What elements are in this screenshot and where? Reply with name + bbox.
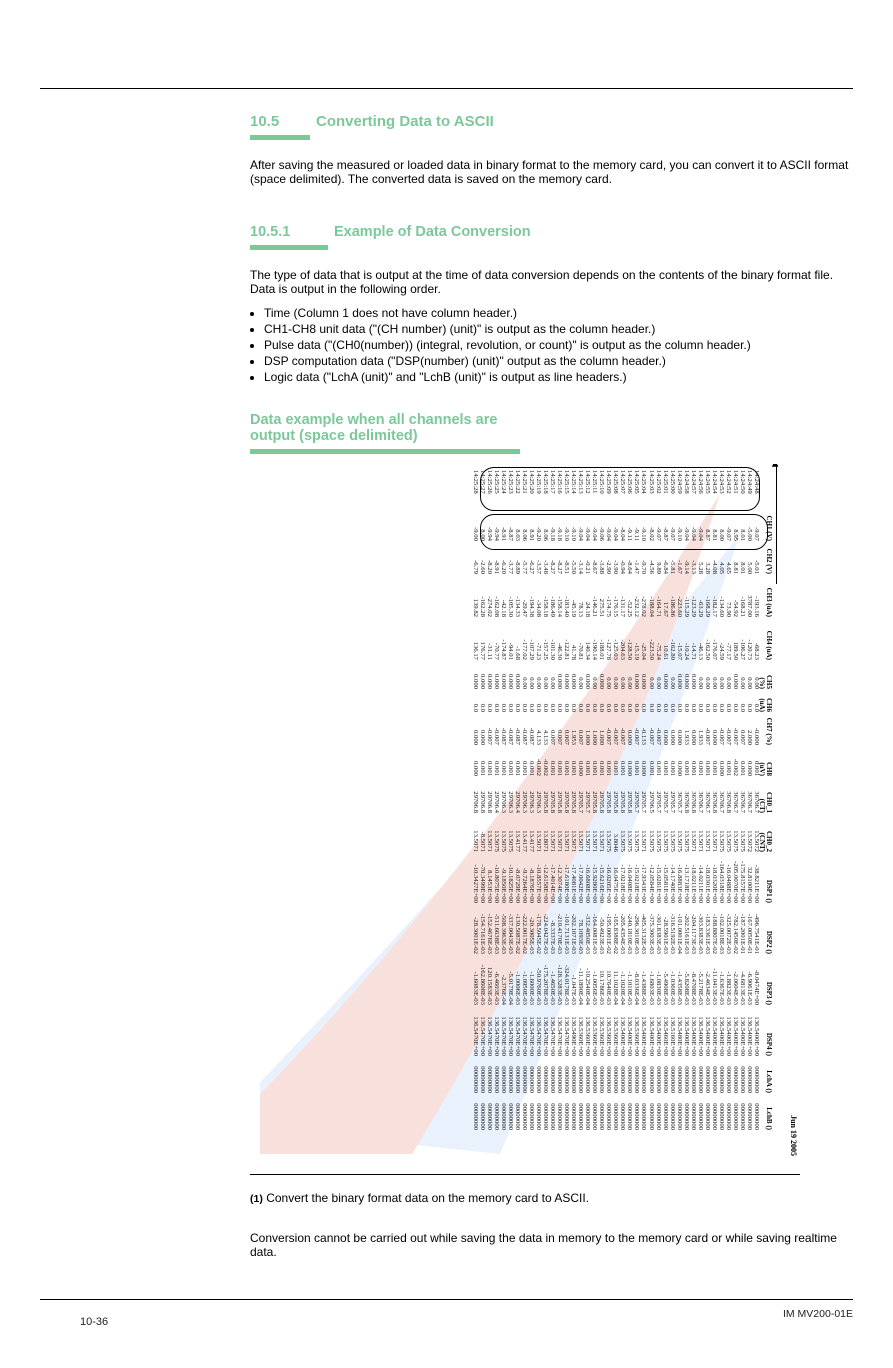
arrow-icon: ◄ (768, 464, 780, 469)
section-heading: 10.5 Converting Data to ASCII (250, 113, 853, 148)
subsection-title: Example of Data Conversion (334, 224, 531, 240)
table-row: 14:25:03-8.02-4.56-188.04-223.500.000.0-… (648, 470, 655, 1158)
data-viewport: Jun 19 2005 ◄ CH1 (V)CH2 (V)CH3 (uA)CH4 … (250, 464, 800, 1164)
table-row: 14:24:49-5.005.003787.00-120.730.000.02.… (746, 470, 753, 1158)
table-row: 14:24:56-9.045.28-63.29-46.130.000.01.93… (697, 470, 704, 1158)
list-item: CH1-CH8 unit data ("(CH number) (unit)" … (264, 322, 853, 336)
table-row: 14:25:28-9.00-6.79139.82136.170.0000.00.… (472, 470, 479, 1158)
ch-header-highlight-bubble (480, 514, 768, 550)
table-row: 14:25:14-9.10-5.50-45.1941.780.0000.01.9… (570, 470, 577, 1158)
table-row: 14:25:218.06-5.77-29.47-177.020.000.0-0.… (521, 470, 528, 1158)
subsection-number: 10.5.1 (250, 224, 328, 250)
arrow-shaft (776, 464, 777, 584)
table-row: 14:25:278.00-2.60-162.28176.770.0000.00.… (479, 470, 486, 1158)
table-row: 14:25:19-9.20-3.57-34.08-71.230.000.04.1… (535, 470, 542, 1158)
subsub-title: Data example when all channels are outpu… (250, 412, 497, 444)
table-row: 14:24:58-9.04-9.14-115.29-10.240.0000.01… (683, 470, 690, 1158)
table-row: 14:24:538.004.05-134.60-24.590.000.0-0.0… (718, 470, 725, 1158)
table-row: 14:25:188.06-3.48-158.18-157.250.000.04.… (542, 470, 549, 1158)
rotated-data-table: Jun 19 2005 ◄ CH1 (V)CH2 (V)CH3 (uA)CH4 … (250, 464, 800, 1164)
table-row: 14:24:518.958.81-54.92189.500.0000.0-0.0… (732, 470, 739, 1158)
table-row: 14:25:09-9.04-2.90-174.75-127.780.000.0-… (605, 470, 612, 1158)
data-rows: 14:24:48-9.07-5.01-193.16-68.230.000.0-0… (472, 470, 760, 1158)
section-intro: After saving the measured or loaded data… (250, 158, 853, 186)
table-row: 14:24:57-9.04-3.13-123.29-14.710.0000.00… (690, 470, 697, 1158)
list-item: DSP computation data ("DSP(number) (unit… (264, 354, 853, 368)
table-row: 14:25:12-9.04-0.2124.18140.340.0000.01.0… (584, 470, 591, 1158)
step-para: (1) Convert the binary format data on th… (250, 1191, 853, 1205)
bullet-list: Time (Column 1 does not have column head… (264, 306, 853, 384)
step-number: (1) (250, 1193, 263, 1205)
section-number: 10.5 (250, 113, 310, 140)
list-item: Logic data ("LchA (unit)" and "LchB (uni… (264, 370, 853, 384)
table-row: 14:24:59-9.10-1.67-223.60-15.070.0000.00… (676, 470, 683, 1158)
subsub-heading: Data example when all channels are outpu… (250, 412, 520, 454)
table-row: 14:24:52-9.074.6573.90-77.170.000.0-0.00… (725, 470, 732, 1158)
date-stamp: Jun 19 2005 (789, 1115, 797, 1156)
table-row: 14:25:23-8.87-3.77-105.30-94.010.0000.0-… (507, 470, 514, 1158)
subsection-intro: The type of data that is output at the t… (250, 268, 853, 296)
list-item: Time (Column 1 does not have column head… (264, 306, 853, 320)
table-row: 14:25:11-9.04-8.67-146.21-190.140.000.01… (591, 470, 598, 1158)
table-row: 14:25:208.91-6.27-194.38-107.290.000.0-0… (528, 470, 535, 1158)
table-row: 14:24:548.81-4.08-182.17-176.070.000.00.… (711, 470, 718, 1158)
time-highlight-bubble (480, 467, 760, 511)
table-row: 14:25:02-9.079.89-164.71-75.240.000.0-0.… (655, 470, 662, 1158)
table-row: 14:25:15-9.10-8.51-183.40-122.810.0000.0… (563, 470, 570, 1158)
table-row: 14:25:06-9.11-8.64-52.25-128.500.000.00.… (626, 470, 633, 1158)
list-item: Pulse data ("(CH0(number)) (integral, re… (264, 338, 853, 352)
table-row: 14:25:13-9.04-3.1478.13-70.810.000.00.00… (577, 470, 584, 1158)
figure-bottom-rule (250, 1174, 800, 1175)
table-row: 14:24:48-9.07-5.01-193.16-68.230.000.0-0… (753, 470, 760, 1158)
table-row: 14:25:16-9.18-8.27-158.14-46.300.0000.00… (556, 470, 563, 1158)
table-row: 14:25:08-9.04-3.90-176.15-125.030.000.0-… (612, 470, 619, 1158)
footer-rule (40, 1299, 853, 1300)
top-rule (40, 88, 853, 89)
table-row: 14:25:07-8.04-0.94-131.17-204.630.000.0-… (619, 470, 626, 1158)
table-row: 14:25:17-9.18-8.27-186.49-101.300.000.00… (549, 470, 556, 1158)
table-row: 14:24:508.018.01-168.21-106.270.000.00.0… (739, 470, 746, 1158)
page-number: 10-36 (80, 1316, 108, 1328)
table-row: 14:25:05-9.11-1.47-232.12-15.190.0000.0-… (633, 470, 640, 1158)
table-row: 14:25:26-9.94-8.20-274.02-31.110.0000.0-… (486, 470, 493, 1158)
table-row: 14:25:01-8.87-6.8417.6710.610.0000.00.00… (662, 470, 669, 1158)
table-row: 14:25:00-9.07-5.81-186.86-162.800.000.00… (669, 470, 676, 1158)
table-row: 14:25:25-9.94-8.91-162.08-70.770.0000.0-… (493, 470, 500, 1158)
data-figure: Jun 19 2005 ◄ CH1 (V)CH2 (V)CH3 (uA)CH4 … (250, 464, 800, 1164)
table-row: 14:24:558.873.28-168.29-162.500.000.0-0.… (704, 470, 711, 1158)
step-text: Convert the binary format data on the me… (266, 1191, 589, 1205)
section-title: Converting Data to ASCII (316, 113, 494, 130)
note-para: Conversion cannot be carried out while s… (250, 1231, 853, 1259)
table-row: 14:25:04-9.10-9.70-278.02-25.040.0000.0-… (640, 470, 647, 1158)
document-id: IM MV200-01E (783, 1308, 853, 1328)
table-row: 14:25:228.03-8.89-134.33-1.680.0000.0-0.… (514, 470, 521, 1158)
table-row: 14:25:24-8.91-6.20-42.18-174.870.0000.0-… (500, 470, 507, 1158)
table-row: 14:25:10-9.06-3.88275.51-188.010.0000.01… (598, 470, 605, 1158)
subsection-heading: 10.5.1 Example of Data Conversion (250, 196, 853, 258)
page-content: 10.5 Converting Data to ASCII After savin… (250, 113, 853, 1259)
